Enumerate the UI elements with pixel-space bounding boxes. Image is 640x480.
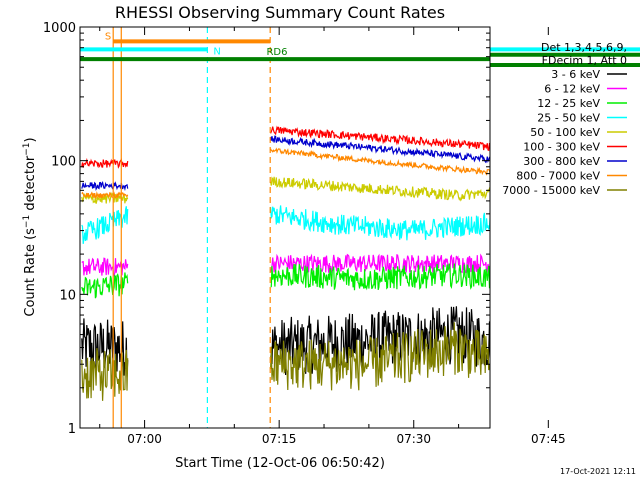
legend-label: 100 - 300 keV	[523, 141, 600, 154]
chart-title: RHESSI Observing Summary Count Rates	[115, 3, 445, 22]
series-line-300_800keV	[81, 135, 490, 192]
x-tick-label: 07:45	[531, 432, 566, 446]
axis-layer: 07:0007:1507:3007:4508:0008:1508:3011010…	[43, 21, 566, 446]
x-tick-label: 07:30	[396, 432, 431, 446]
legend: Det 1,3,4,5,6,9,FDecim 1, Att 03 - 6 keV…	[502, 41, 627, 197]
series-line-6_12keV	[81, 253, 490, 278]
legend-label: 6 - 12 keV	[544, 83, 600, 96]
series-line-7000_15000keV	[81, 322, 490, 401]
legend-label: 12 - 25 keV	[537, 97, 600, 110]
legend-label: 25 - 50 keV	[537, 112, 600, 125]
legend-label: 7000 - 15000 keV	[502, 184, 600, 197]
legend-label: 50 - 100 keV	[530, 126, 600, 139]
y-axis-label-end: )	[23, 137, 38, 142]
legend-label: 800 - 7000 keV	[516, 170, 600, 183]
y-axis-label-mid: detector	[23, 155, 38, 215]
y-axis-label-base: Count Rate (s	[23, 228, 38, 317]
series-line-12_25keV	[81, 263, 490, 299]
annotation-layer: SNRD0RD6RD6	[80, 27, 640, 428]
series-line-100_300keV	[81, 125, 490, 169]
legend-label: 3 - 6 keV	[551, 68, 600, 81]
series-line-25_50keV	[81, 205, 490, 244]
y-tick-label: 10	[59, 288, 76, 303]
y-tick-label: 1	[68, 422, 76, 437]
series-line-50_100keV	[81, 176, 490, 204]
y-tick-label: 100	[51, 155, 76, 170]
flag-label-RD6: RD6	[266, 47, 287, 58]
y-axis-label-exp1: −1	[22, 215, 32, 228]
y-axis-label: Count Rate (s−1 detector−1)	[22, 137, 38, 316]
legend-label: 300 - 800 keV	[523, 155, 600, 168]
flag-label-N: N	[213, 46, 220, 57]
x-axis-label: Start Time (12-Oct-06 06:50:42)	[175, 456, 385, 471]
x-tick-label: 07:00	[127, 432, 162, 446]
footer-date: 17-Oct-2021 12:11	[560, 467, 636, 476]
y-axis-label-exp2: −1	[22, 142, 32, 155]
plot-frame	[79, 26, 491, 429]
y-tick-label: 1000	[43, 21, 76, 36]
legend-header: Det 1,3,4,5,6,9,	[541, 41, 627, 54]
series-layer	[81, 125, 490, 401]
legend-header: FDecim 1, Att 0	[542, 54, 627, 67]
flag-label-S: S	[105, 31, 111, 42]
x-tick-label: 07:15	[262, 432, 297, 446]
series-line-800_7000keV	[81, 147, 490, 200]
